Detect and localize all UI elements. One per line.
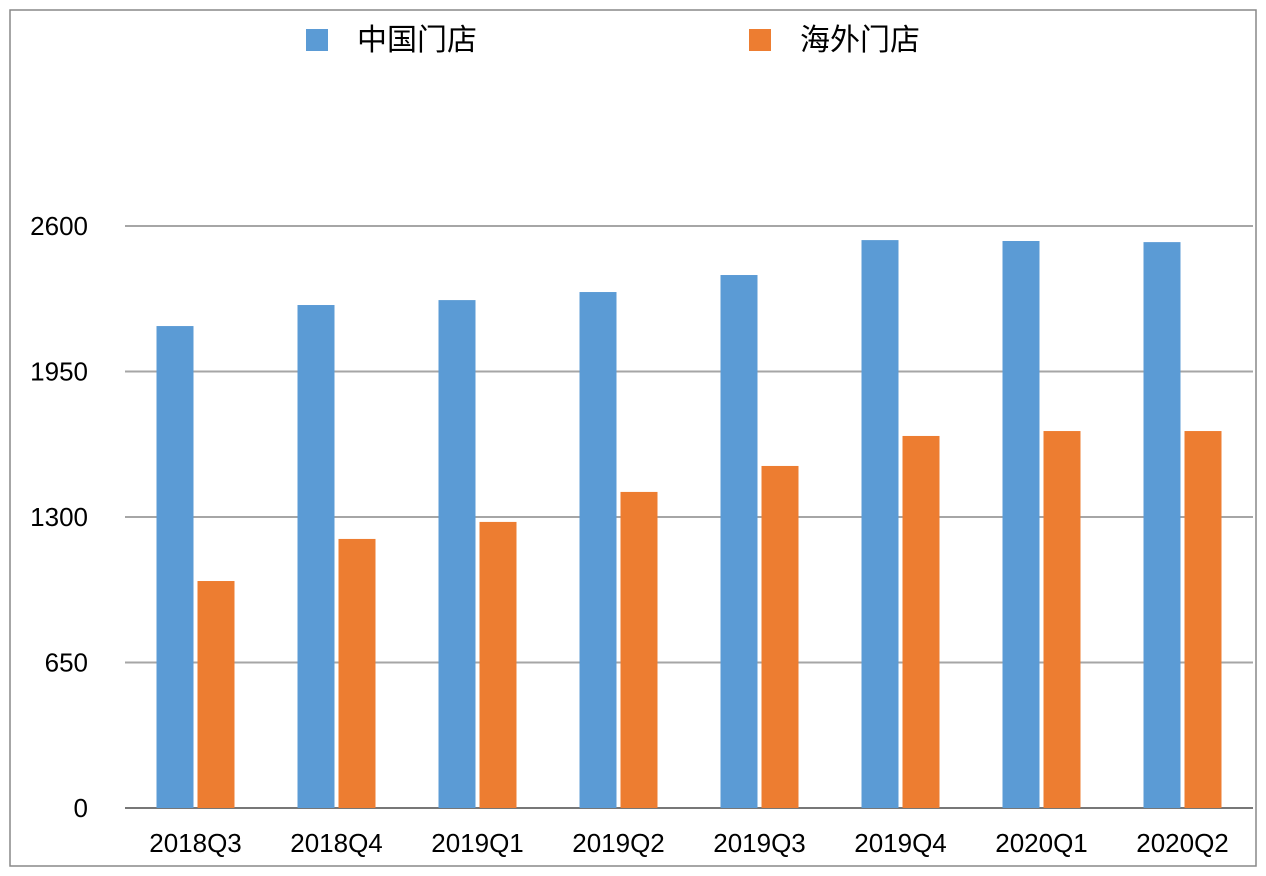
y-tick-label: 2600: [30, 211, 88, 241]
bar-china: [720, 275, 758, 808]
legend-swatch: [749, 29, 771, 51]
y-tick-label: 1300: [30, 502, 88, 532]
bar-china: [861, 240, 899, 809]
x-tick-label: 2019Q4: [854, 828, 947, 858]
bar-overseas: [479, 521, 517, 808]
legend-swatch: [306, 29, 328, 51]
y-tick-label: 0: [74, 793, 88, 823]
bar-china: [579, 292, 617, 808]
bar-china: [297, 305, 335, 808]
bar-china: [1143, 242, 1181, 808]
bar-overseas: [620, 491, 658, 808]
bar-china: [1002, 240, 1040, 809]
y-tick-label: 650: [45, 648, 88, 678]
x-tick-label: 2019Q3: [713, 828, 806, 858]
bar-overseas: [1043, 431, 1081, 808]
bar-overseas: [1184, 431, 1222, 808]
x-tick-label: 2020Q1: [995, 828, 1088, 858]
bar-overseas: [338, 538, 376, 808]
legend-label: 海外门店: [800, 24, 920, 57]
x-tick-label: 2018Q4: [290, 828, 383, 858]
x-tick-label: 2019Q1: [431, 828, 524, 858]
bar-overseas: [761, 465, 799, 808]
x-tick-label: 2020Q2: [1136, 828, 1229, 858]
bar-china: [156, 326, 194, 808]
bar-china: [438, 300, 476, 808]
x-tick-label: 2018Q3: [149, 828, 242, 858]
legend-label: 中国门店: [357, 24, 477, 57]
y-tick-label: 1950: [30, 357, 88, 387]
x-tick-label: 2019Q2: [572, 828, 665, 858]
bar-overseas: [197, 581, 235, 808]
bar-overseas: [902, 435, 940, 808]
